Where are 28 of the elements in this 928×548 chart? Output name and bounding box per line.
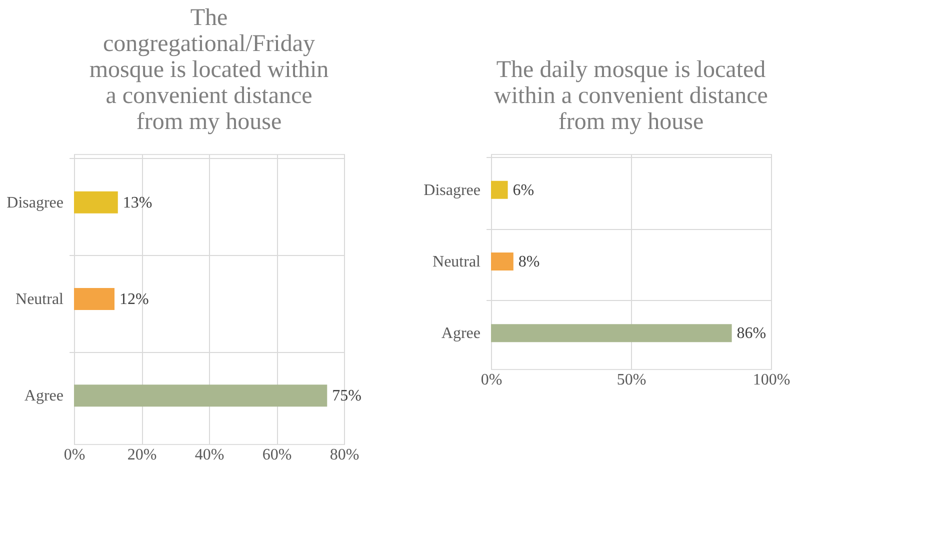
- y-tick-label: Agree: [441, 325, 480, 342]
- data-label: 75%: [332, 388, 362, 405]
- data-label: 6%: [512, 182, 534, 199]
- bar: [491, 252, 514, 270]
- data-label: 8%: [518, 254, 540, 270]
- bar: [74, 288, 114, 310]
- y-tick-label: Neutral: [16, 291, 64, 308]
- chart-title: The daily mosque is located within a convenient distance from my house: [494, 57, 768, 135]
- x-tick-label: 80%: [330, 446, 360, 464]
- x-tick-label: 60%: [262, 446, 292, 464]
- x-tick-label: 100%: [752, 372, 790, 388]
- y-tick-label: Disagree: [6, 194, 64, 212]
- x-tick-label: 0%: [64, 446, 86, 464]
- data-label: 12%: [120, 291, 149, 308]
- bar: [74, 191, 118, 214]
- y-tick-label: Disagree: [424, 182, 480, 199]
- x-tick-label: 20%: [127, 446, 157, 464]
- y-tick-label: Neutral: [432, 254, 482, 270]
- bar: [491, 324, 732, 342]
- y-tick-label: Agree: [24, 388, 64, 405]
- x-tick-label: 50%: [616, 372, 646, 388]
- bar: [74, 384, 328, 407]
- bar: [491, 180, 508, 199]
- data-label: 86%: [736, 325, 766, 342]
- x-tick-label: 40%: [194, 446, 224, 464]
- chart-title: The congregational/Friday mosque is located within a convenient distance from my house: [89, 5, 329, 135]
- x-tick-label: 0%: [480, 372, 502, 388]
- data-label: 13%: [122, 194, 152, 212]
